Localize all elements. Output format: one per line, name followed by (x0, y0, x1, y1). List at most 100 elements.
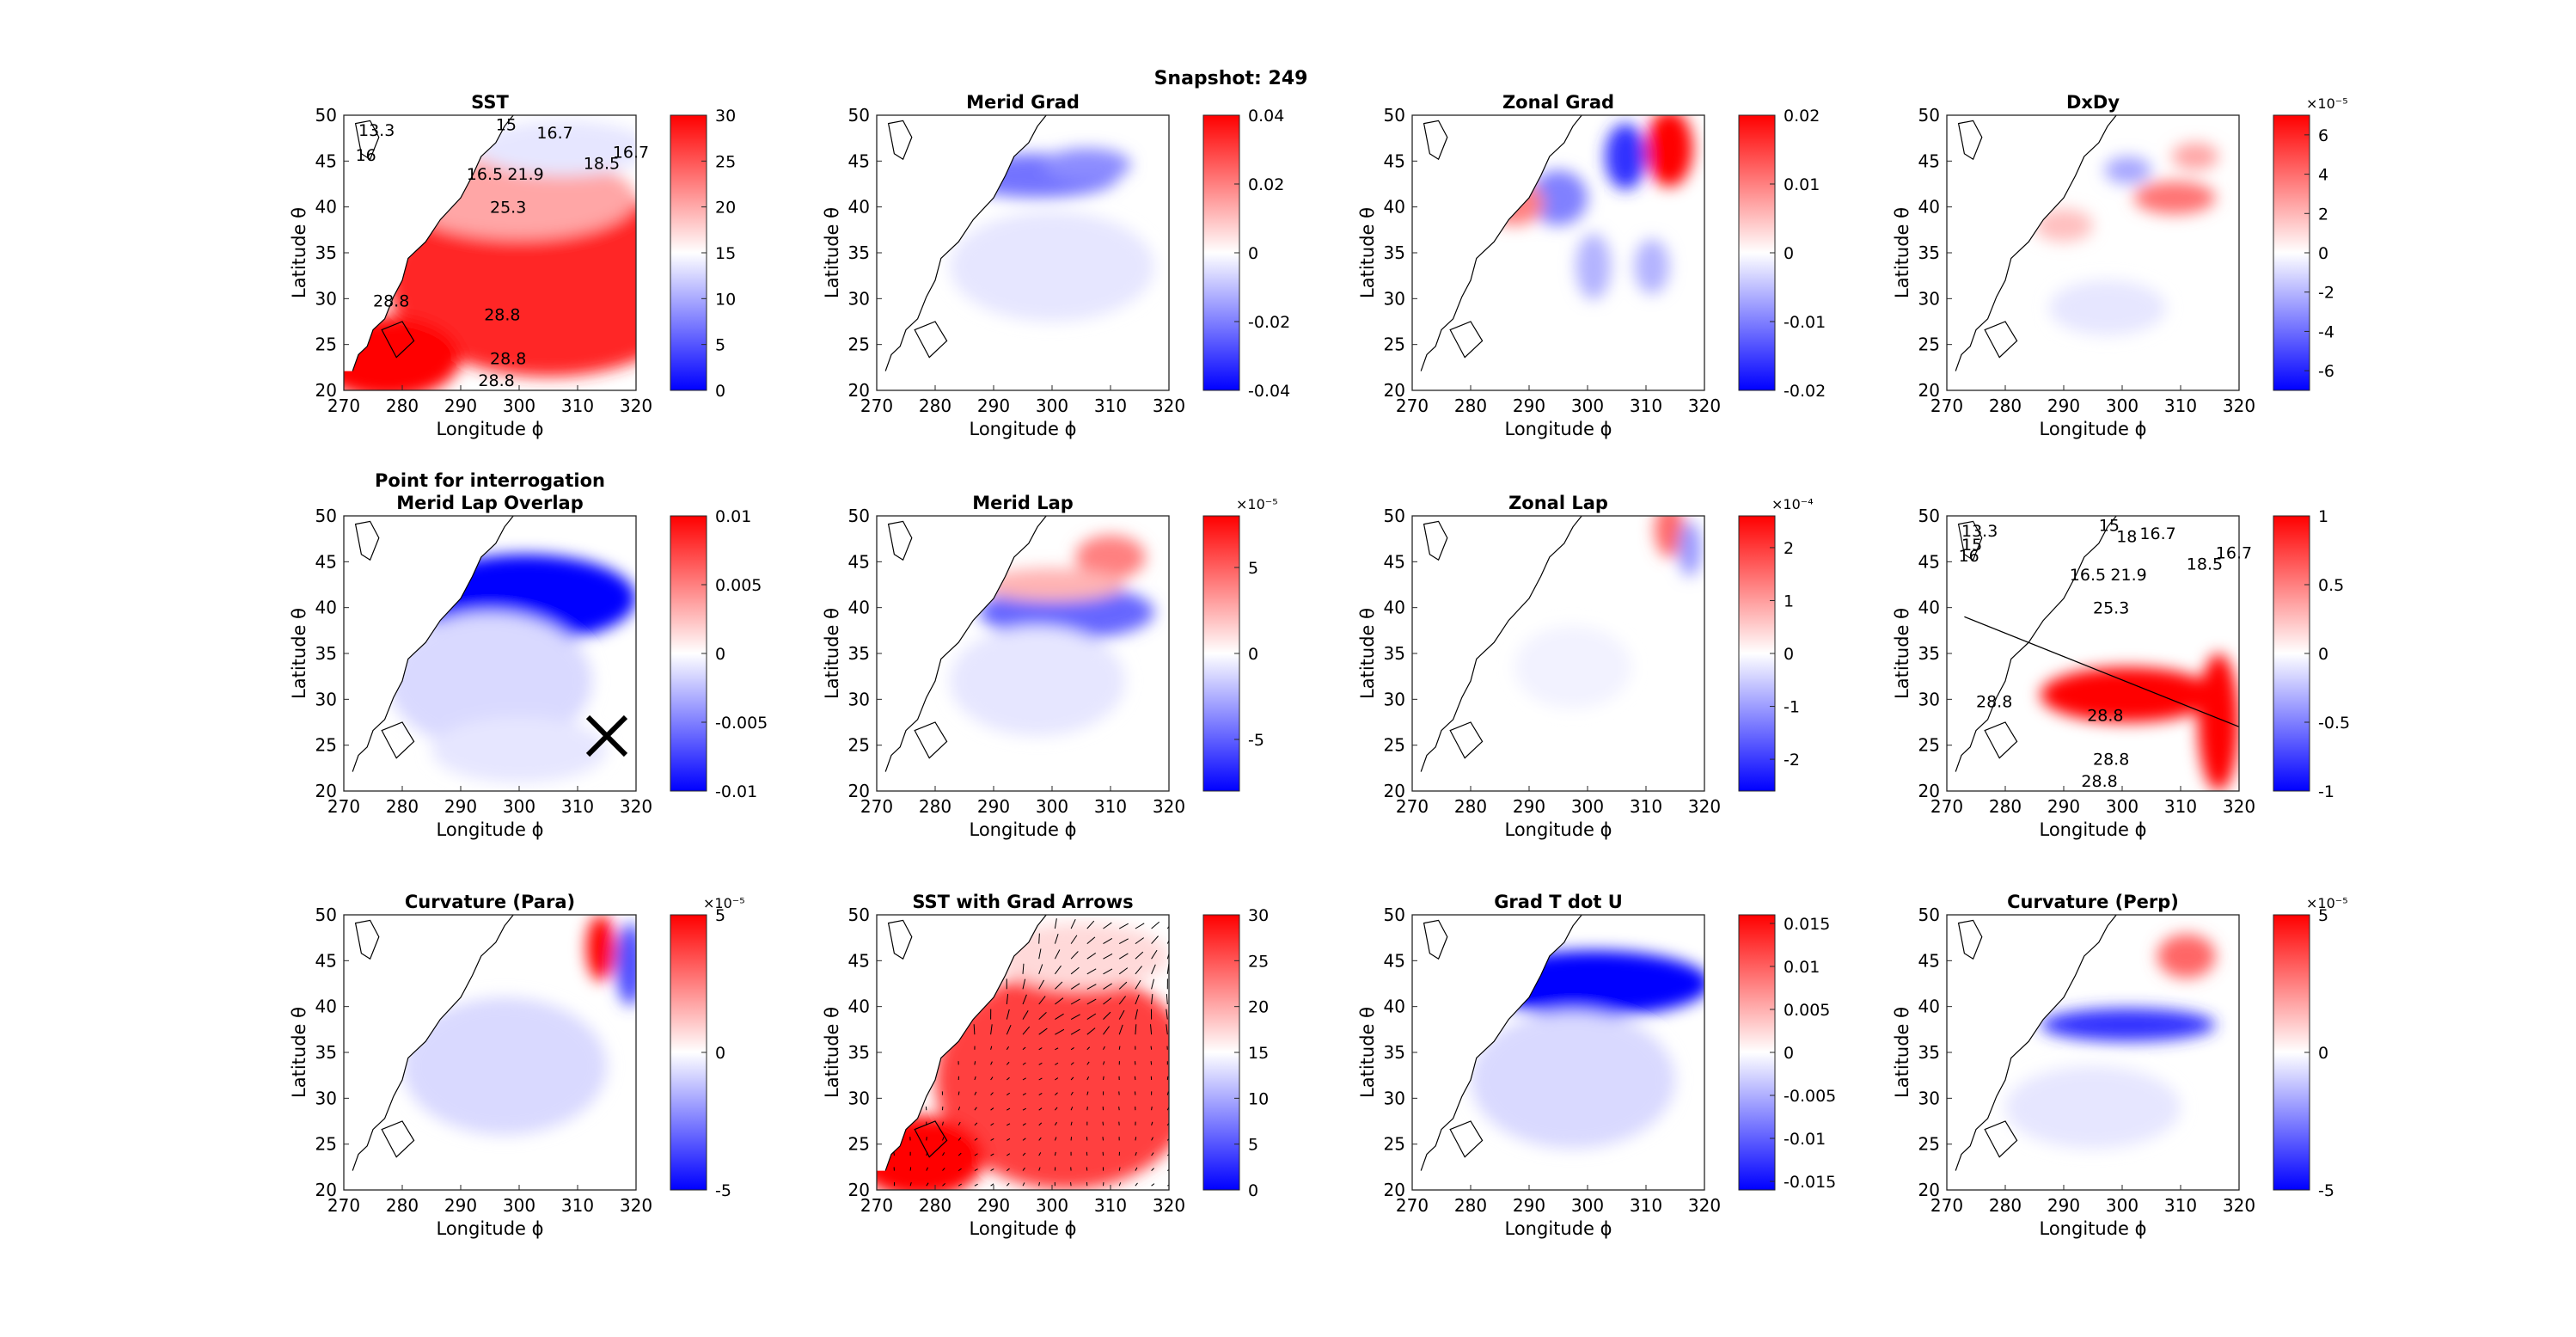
island-contour (915, 322, 946, 358)
gradient-arrow (1086, 953, 1097, 960)
y-axis-label: Latitude θ (822, 207, 842, 298)
y-tick-label: 20 (1384, 1180, 1405, 1200)
island-contour (382, 322, 413, 358)
gradient-arrow (1022, 1167, 1025, 1171)
island-contour (1424, 521, 1447, 560)
x-tick-label: 280 (1454, 1195, 1487, 1216)
island-contour (1450, 722, 1482, 758)
x-axis-label: Longitude ϕ (437, 819, 544, 840)
x-tick-label: 270 (1930, 396, 1963, 416)
x-tick-label: 290 (444, 396, 477, 416)
gradient-arrow (990, 1138, 994, 1141)
gradient-arrow (958, 1137, 962, 1141)
gradient-arrow (1007, 1138, 1011, 1141)
gradient-arrow (1135, 1009, 1138, 1020)
coastline (1421, 115, 1582, 371)
y-tick-label: 50 (1384, 105, 1405, 126)
colorbar-ticks: -5 0 5 (2304, 906, 2334, 1200)
contour-label: 21.9 (2110, 566, 2146, 585)
panel-title: SST with Grad Arrows (912, 892, 1133, 912)
island-contour (1959, 920, 1982, 959)
field-blob-1 (2198, 653, 2239, 791)
gradient-arrow (974, 1168, 978, 1172)
gradient-arrow (1054, 949, 1061, 960)
gradient-arrow (1167, 1168, 1169, 1172)
y-tick-label: 20 (1918, 380, 1940, 401)
island-contour (1424, 120, 1447, 159)
colorbar-tick-label: -0.02 (1784, 382, 1826, 401)
gradient-arrow (1022, 1010, 1029, 1020)
gradient-arrow (1086, 1061, 1090, 1065)
colorbar-tick-label: 0.005 (1784, 1001, 1830, 1020)
colorbar-exponent: ×10⁻⁵ (2306, 95, 2348, 112)
colorbar-tick-label: -2 (1784, 751, 1800, 770)
x-tick-label: 300 (1571, 396, 1604, 416)
gradient-arrow (1054, 965, 1062, 975)
gradient-arrow (974, 1107, 977, 1111)
coastline (1421, 915, 1582, 1171)
y-tick-label: 30 (1918, 1088, 1940, 1108)
colorbar (1202, 114, 1240, 391)
axis-ticks: 270 280 290 300 310 320 20 25 30 35 40 45 50 (848, 105, 1186, 416)
y-tick-label: 30 (315, 288, 337, 309)
colorbar-tick-label: 0.02 (1784, 107, 1820, 126)
contour-lines (885, 115, 1169, 390)
colorbar-tick-label: 1 (2318, 507, 2328, 526)
x-tick-label: 320 (1153, 396, 1185, 416)
gradient-arrow (1022, 1123, 1026, 1126)
contour-label: 28.8 (478, 371, 514, 390)
island-contour (1450, 1121, 1482, 1157)
field-blob-1 (1043, 148, 1131, 181)
field-colormap (388, 554, 636, 783)
gradient-arrow (1086, 998, 1097, 1005)
field-blob-4 (1576, 233, 1612, 300)
gradient-arrow (942, 1183, 945, 1187)
gradient-arrow (1038, 979, 1044, 990)
colorbar (1202, 914, 1240, 1191)
x-axis-label: Longitude ϕ (437, 1218, 544, 1239)
gradient-arrow (1135, 1151, 1137, 1156)
gradient-arrow (990, 1183, 994, 1187)
y-tick-label: 50 (315, 506, 337, 526)
colorbar (1738, 114, 1776, 391)
land-mask (1947, 915, 2117, 1171)
contour-label: 16.7 (2139, 524, 2175, 543)
gradient-arrow (1102, 1137, 1104, 1141)
island-contour (1959, 120, 1982, 159)
gradient-arrow (1038, 1027, 1048, 1035)
field-colormap (2040, 653, 2239, 791)
x-tick-label: 270 (1930, 796, 1963, 817)
island-contour (356, 120, 379, 159)
gradient-arrow (942, 1121, 944, 1125)
x-tick-label: 300 (1036, 1195, 1068, 1216)
y-tick-label: 45 (315, 950, 337, 971)
field-blob-5 (1634, 239, 1670, 294)
colorbar-tick-label: 0 (2318, 645, 2328, 664)
contour-label: 28.8 (373, 291, 409, 310)
axis-ticks: 270 280 290 300 310 320 20 25 30 35 40 45 50 (1918, 506, 2256, 817)
gradient-arrow (1022, 1093, 1026, 1096)
gradient-arrow (1151, 1106, 1153, 1111)
x-tick-label: 320 (2223, 1195, 2255, 1216)
y-tick-label: 45 (1918, 150, 1940, 171)
x-tick-label: 300 (1036, 796, 1068, 817)
gradient-arrow (1135, 994, 1140, 1005)
land-mask (1412, 115, 1582, 371)
y-tick-label: 40 (1384, 598, 1405, 618)
gradient-arrow (1118, 1009, 1125, 1020)
x-tick-label: 300 (503, 1195, 535, 1216)
gradient-arrow (1055, 1028, 1065, 1035)
gradient-arrow (1086, 1076, 1090, 1081)
y-tick-label: 30 (1384, 689, 1405, 709)
gradient-arrow (1166, 1076, 1169, 1081)
contour-label: 25.3 (490, 199, 526, 218)
x-tick-label: 290 (1513, 796, 1545, 817)
y-tick-label: 20 (848, 1180, 870, 1200)
gradient-arrow (1135, 979, 1141, 990)
y-tick-label: 30 (1918, 288, 1940, 309)
x-tick-label: 300 (2106, 396, 2139, 416)
field-blob-0 (586, 915, 616, 981)
x-tick-label: 280 (386, 796, 419, 817)
contour-label: 16.7 (613, 144, 649, 163)
coastline (352, 115, 513, 371)
